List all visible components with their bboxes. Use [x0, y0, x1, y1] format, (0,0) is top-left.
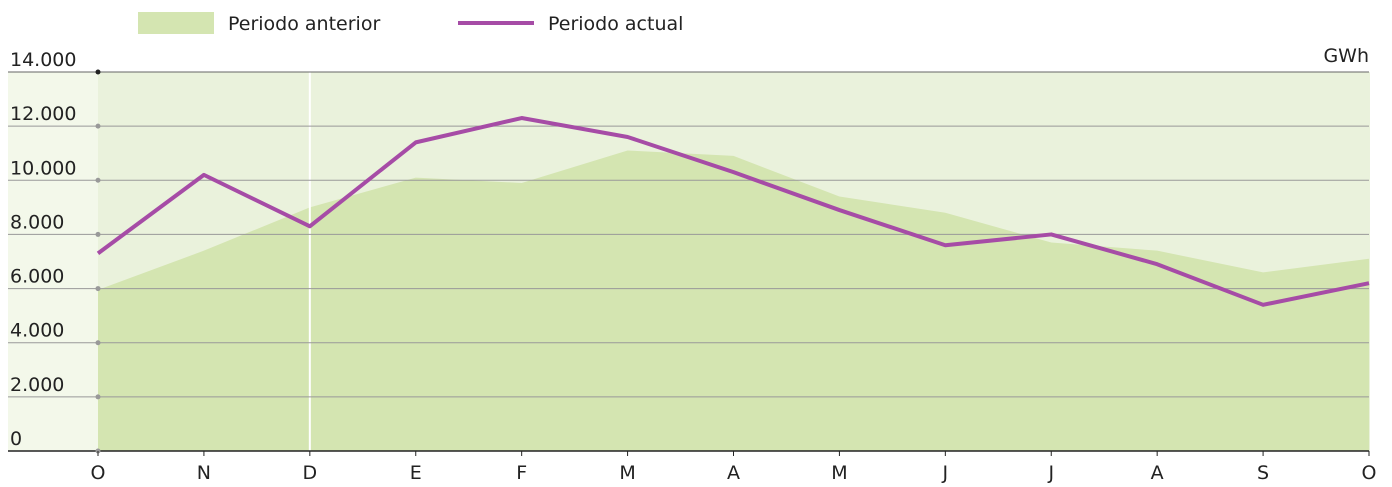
x-tick-label: M: [831, 462, 847, 484]
y-tick-label: 14.000: [10, 49, 76, 71]
x-tick-label: O: [91, 462, 106, 484]
tick-dot: [95, 69, 101, 75]
x-tick-label: E: [410, 462, 422, 484]
x-tick-label: D: [303, 462, 318, 484]
tick-dot: [95, 123, 101, 129]
tick-dot: [95, 231, 101, 237]
axis-background: [8, 72, 98, 451]
unit-label: GWh: [1323, 45, 1369, 67]
y-tick-label: 8.000: [10, 211, 64, 233]
legend-label: Periodo actual: [548, 13, 683, 35]
legend-label: Periodo anterior: [228, 13, 380, 35]
x-tick-label: A: [727, 462, 740, 484]
x-tick-label: S: [1257, 462, 1269, 484]
x-tick-label: F: [516, 462, 527, 484]
y-tick-label: 2.000: [10, 374, 64, 396]
line: [96, 116, 1370, 307]
x-tick-label: A: [1151, 462, 1164, 484]
x-tick-label: N: [197, 462, 211, 484]
x-tick-label: J: [1047, 462, 1054, 484]
tick-dot: [95, 286, 101, 292]
y-tick-label: 10.000: [10, 157, 76, 179]
legend-swatch: [138, 12, 214, 34]
tick-dot: [95, 340, 101, 346]
y-tick-label: 6.000: [10, 266, 64, 288]
tick-dot: [95, 177, 101, 183]
x-tick-label: M: [619, 462, 635, 484]
y-tick-label: 12.000: [10, 103, 76, 125]
tick-dot: [95, 394, 101, 400]
area: [98, 150, 1369, 451]
x-tick-label: J: [942, 462, 949, 484]
y-tick-label: 0: [10, 428, 22, 450]
y-tick-label: 4.000: [10, 320, 64, 342]
x-tick-label: O: [1362, 462, 1377, 484]
